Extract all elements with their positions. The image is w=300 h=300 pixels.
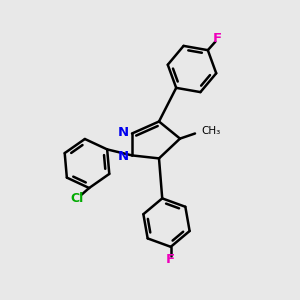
- Text: CH₃: CH₃: [201, 126, 220, 136]
- Text: F: F: [166, 253, 175, 266]
- Text: F: F: [212, 32, 221, 45]
- Text: N: N: [118, 150, 129, 163]
- Text: Cl: Cl: [70, 192, 84, 205]
- Text: N: N: [118, 126, 129, 139]
